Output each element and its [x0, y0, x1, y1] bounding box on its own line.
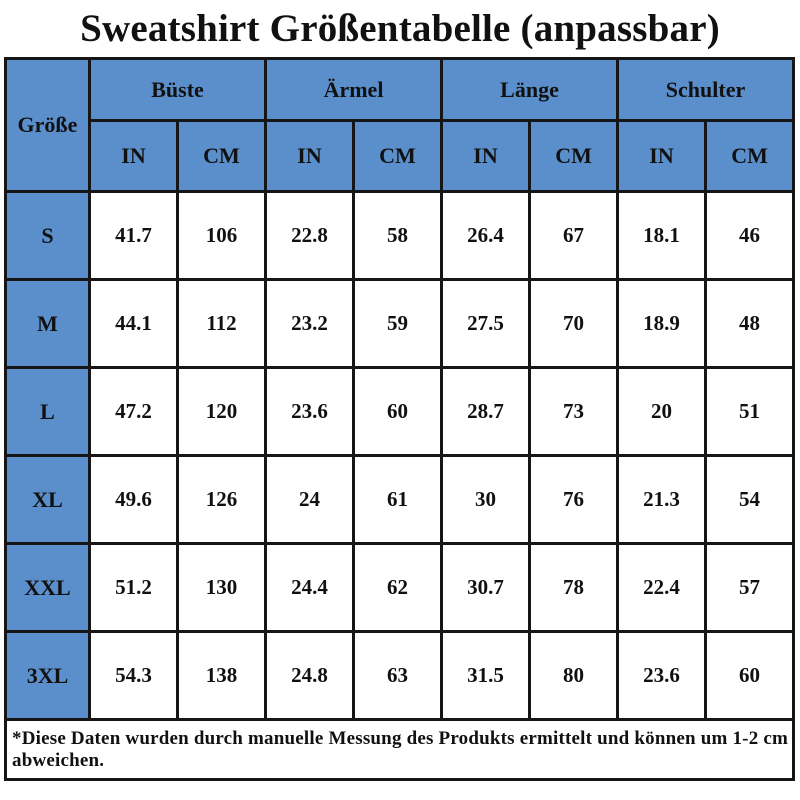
column-header-size: Größe — [4, 57, 91, 193]
table-cell: 58 — [351, 190, 444, 281]
table-cell: 120 — [176, 366, 267, 457]
header-group-row: Größe Büste Ärmel Länge Schulter — [4, 57, 796, 193]
table-cell: 26.4 — [440, 190, 532, 281]
table-cell: 18.1 — [616, 190, 708, 281]
unit-header-cm: CM — [528, 119, 620, 193]
row-header-size: 3XL — [4, 630, 91, 721]
table-cell: 76 — [528, 454, 620, 545]
table-cell: 27.5 — [440, 278, 532, 369]
table-cell: 60 — [351, 366, 444, 457]
table-cell: 46 — [704, 190, 796, 281]
table-cell: 54.3 — [88, 630, 179, 721]
unit-header-in: IN — [440, 119, 532, 193]
unit-header-in: IN — [88, 119, 179, 193]
unit-header-cm: CM — [704, 119, 796, 193]
column-header-sleeve: Ärmel — [263, 57, 444, 122]
table-row: S 41.7 106 22.8 58 26.4 67 18.1 46 — [4, 190, 796, 281]
table-cell: 24 — [264, 454, 355, 545]
row-header-size: XXL — [4, 542, 91, 633]
table-cell: 48 — [704, 278, 796, 369]
column-header-length: Länge — [440, 57, 620, 122]
table-cell: 23.2 — [264, 278, 355, 369]
table-cell: 59 — [351, 278, 444, 369]
size-table: Größe Büste Ärmel Länge Schulter IN CM I… — [3, 57, 796, 781]
column-header-shoulder: Schulter — [616, 57, 796, 122]
table-cell: 61 — [351, 454, 444, 545]
table-row: M 44.1 112 23.2 59 27.5 70 18.9 48 — [4, 278, 796, 369]
table-row: L 47.2 120 23.6 60 28.7 73 20 51 — [4, 366, 796, 457]
table-cell: 138 — [176, 630, 267, 721]
table-cell: 106 — [176, 190, 267, 281]
table-cell: 63 — [351, 630, 444, 721]
table-cell: 22.8 — [264, 190, 355, 281]
table-cell: 62 — [351, 542, 444, 633]
row-header-size: XL — [4, 454, 91, 545]
table-cell: 78 — [528, 542, 620, 633]
row-header-size: L — [4, 366, 91, 457]
unit-header-in: IN — [616, 119, 708, 193]
table-cell: 41.7 — [88, 190, 179, 281]
table-cell: 51.2 — [88, 542, 179, 633]
table-cell: 23.6 — [616, 630, 708, 721]
row-header-size: M — [4, 278, 91, 369]
table-cell: 49.6 — [88, 454, 179, 545]
table-cell: 126 — [176, 454, 267, 545]
table-cell: 130 — [176, 542, 267, 633]
unit-header-in: IN — [264, 119, 355, 193]
footnote: *Diese Daten wurden durch manuelle Messu… — [3, 718, 796, 781]
table-cell: 47.2 — [88, 366, 179, 457]
table-row: 3XL 54.3 138 24.8 63 31.5 80 23.6 60 — [4, 630, 796, 721]
unit-header-cm: CM — [351, 119, 444, 193]
table-cell: 20 — [616, 366, 708, 457]
column-header-bust: Büste — [88, 57, 267, 122]
footnote-row: *Diese Daten wurden durch manuelle Messu… — [3, 718, 796, 781]
table-cell: 28.7 — [440, 366, 532, 457]
table-cell: 31.5 — [440, 630, 532, 721]
unit-header-row: IN CM IN CM IN CM IN CM — [6, 119, 796, 193]
table-cell: 24.4 — [264, 542, 355, 633]
table-cell: 70 — [528, 278, 620, 369]
table-cell: 24.8 — [264, 630, 355, 721]
table-cell: 30 — [440, 454, 532, 545]
table-cell: 67 — [528, 190, 620, 281]
table-cell: 18.9 — [616, 278, 708, 369]
page-title: Sweatshirt Größentabelle (anpassbar) — [80, 7, 720, 50]
table-cell: 21.3 — [616, 454, 708, 545]
table-cell: 73 — [528, 366, 620, 457]
table-cell: 44.1 — [88, 278, 179, 369]
table-cell: 30.7 — [440, 542, 532, 633]
table-cell: 54 — [704, 454, 796, 545]
unit-header-cm: CM — [176, 119, 267, 193]
table-cell: 57 — [704, 542, 796, 633]
table-cell: 60 — [704, 630, 796, 721]
table-cell: 51 — [704, 366, 796, 457]
table-row: XL 49.6 126 24 61 30 76 21.3 54 — [4, 454, 796, 545]
table-cell: 22.4 — [616, 542, 708, 633]
table-cell: 23.6 — [264, 366, 355, 457]
table-cell: 112 — [176, 278, 267, 369]
table-cell: 80 — [528, 630, 620, 721]
table-row: XXL 51.2 130 24.4 62 30.7 78 22.4 57 — [4, 542, 796, 633]
row-header-size: S — [4, 190, 91, 281]
